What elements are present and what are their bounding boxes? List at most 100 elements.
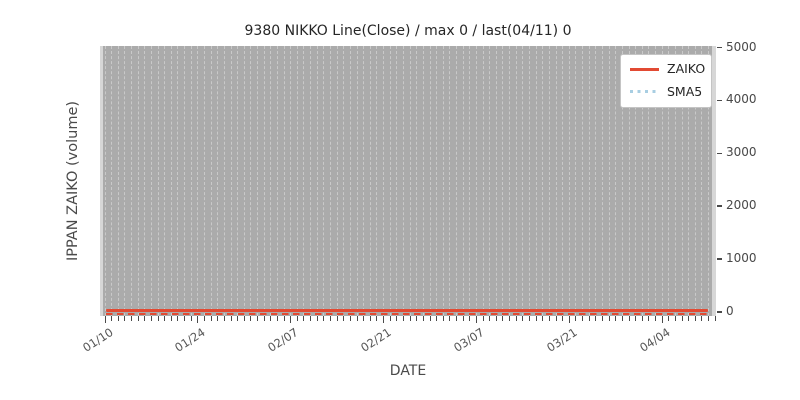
day-gridline <box>575 46 577 316</box>
x-minor-tick <box>714 316 716 321</box>
x-minor-tick <box>164 316 166 321</box>
day-gridline <box>409 46 411 316</box>
y-tick-label: 4000 <box>726 92 757 107</box>
y-tick-mark <box>717 152 722 155</box>
day-gridline <box>396 46 398 316</box>
x-minor-tick <box>436 316 438 321</box>
day-gridline <box>383 46 385 316</box>
x-minor-tick <box>655 316 657 321</box>
day-gridline <box>150 46 152 316</box>
x-minor-tick <box>555 316 557 321</box>
y-tick-mark <box>717 205 722 207</box>
day-gridline <box>223 46 225 316</box>
day-gridline <box>104 46 106 316</box>
x-tick-label: 03/07 <box>451 325 487 355</box>
day-gridline <box>635 46 637 316</box>
x-minor-tick <box>190 316 192 321</box>
day-gridline <box>330 46 332 316</box>
day-gridline <box>270 46 272 316</box>
plot-background <box>103 46 712 316</box>
day-gridline <box>243 46 245 316</box>
day-gridline <box>655 46 657 316</box>
legend: ZAIKO SMA5 <box>620 54 712 108</box>
x-minor-tick <box>402 316 404 321</box>
x-minor-tick <box>462 316 464 321</box>
x-minor-tick <box>482 316 484 321</box>
x-major-tick <box>568 316 570 323</box>
y-tick-mark <box>717 311 722 313</box>
x-tick-label: 01/24 <box>172 325 208 355</box>
x-minor-tick <box>515 316 517 321</box>
x-major-tick <box>383 316 385 323</box>
x-minor-tick <box>681 316 683 321</box>
day-gridline <box>402 46 404 316</box>
day-gridline <box>310 46 312 316</box>
day-gridline <box>197 46 199 316</box>
x-minor-tick <box>257 316 259 321</box>
day-gridline <box>601 46 603 316</box>
day-gridline <box>177 46 179 316</box>
x-minor-tick <box>535 316 537 321</box>
day-gridline <box>111 46 113 316</box>
day-gridline <box>542 46 544 316</box>
x-minor-tick <box>177 316 179 321</box>
x-minor-tick <box>608 316 610 321</box>
x-minor-tick <box>621 316 623 321</box>
day-gridline <box>548 46 550 316</box>
plot-area: ZAIKO SMA5 <box>100 46 716 316</box>
x-minor-tick <box>641 316 643 321</box>
x-minor-tick <box>456 316 458 321</box>
day-gridline <box>343 46 345 316</box>
day-gridline <box>529 46 530 316</box>
day-gridline <box>230 46 232 316</box>
day-gridline <box>688 46 690 316</box>
x-minor-tick <box>615 316 617 321</box>
x-minor-tick <box>542 316 544 321</box>
day-gridline <box>608 46 610 316</box>
day-gridline <box>681 46 683 316</box>
day-gridline <box>217 46 219 316</box>
x-minor-tick <box>137 316 139 321</box>
y-axis-label: IPPAN ZAIKO (volume) <box>65 100 82 262</box>
x-minor-tick <box>237 316 239 321</box>
day-gridline <box>429 46 431 316</box>
x-minor-tick <box>276 316 278 321</box>
legend-entry: SMA5 <box>630 85 702 99</box>
x-minor-tick <box>416 316 418 321</box>
day-gridline <box>323 46 325 316</box>
x-minor-tick <box>389 316 391 321</box>
x-major-tick <box>475 316 477 323</box>
y-tick-mark <box>717 46 722 49</box>
x-minor-tick <box>243 316 245 321</box>
day-gridline <box>562 46 564 316</box>
x-minor-tick <box>356 316 358 321</box>
x-minor-tick <box>330 316 332 321</box>
day-gridline <box>582 46 584 316</box>
x-minor-tick <box>376 316 378 321</box>
day-gridline <box>237 46 239 316</box>
day-gridline <box>708 46 710 316</box>
x-minor-tick <box>157 316 159 321</box>
x-axis-label: DATE <box>389 363 427 379</box>
day-gridline <box>257 46 259 316</box>
day-gridline <box>276 46 278 316</box>
day-gridline <box>456 46 458 316</box>
x-minor-tick <box>429 316 431 321</box>
day-gridline <box>436 46 438 316</box>
x-minor-tick <box>203 316 205 321</box>
day-gridline <box>303 46 305 316</box>
day-gridline <box>588 46 590 316</box>
day-gridline <box>449 46 451 316</box>
x-minor-tick <box>250 316 252 321</box>
day-gridline <box>628 46 630 316</box>
day-gridline <box>164 46 166 316</box>
zaiko-legend-line <box>630 67 659 71</box>
day-gridline <box>535 46 537 316</box>
day-gridline <box>283 46 285 316</box>
x-minor-tick <box>210 316 212 321</box>
legend-entry: ZAIKO <box>630 62 705 76</box>
x-minor-tick <box>230 316 232 321</box>
y-tick-mark <box>717 99 722 102</box>
y-tick-label: 1000 <box>726 251 757 266</box>
